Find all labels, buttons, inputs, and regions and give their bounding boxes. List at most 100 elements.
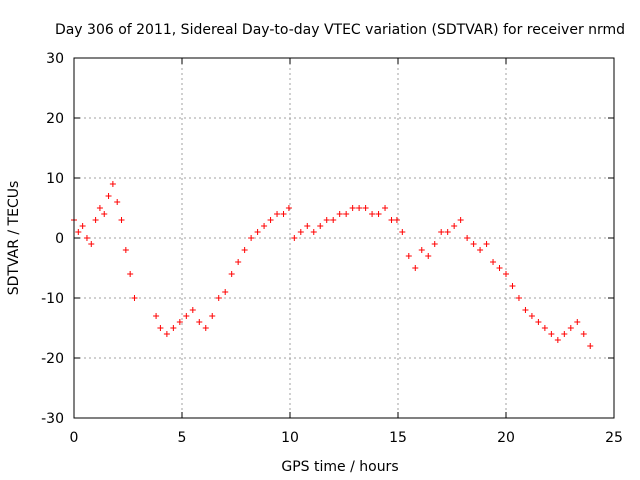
data-point (496, 265, 503, 271)
x-tick-label: 0 (70, 430, 79, 446)
data-point (248, 235, 255, 241)
y-tick-label: -20 (41, 351, 64, 367)
data-point (127, 271, 134, 277)
data-point (285, 205, 292, 211)
data-point (457, 217, 464, 223)
data-point (444, 229, 451, 235)
data-point (574, 319, 581, 325)
data-point (330, 217, 337, 223)
data-point (349, 205, 356, 211)
data-point (254, 229, 261, 235)
data-point (464, 235, 471, 241)
data-point (304, 223, 311, 229)
data-point (483, 241, 490, 247)
plot-frame (73, 57, 615, 419)
data-point (297, 229, 304, 235)
y-tick-label: -10 (41, 291, 64, 307)
data-point (541, 325, 548, 331)
data-point (375, 211, 382, 217)
data-point (291, 235, 298, 241)
x-tick-label: 15 (389, 430, 407, 446)
data-point (554, 337, 561, 343)
data-point (280, 211, 287, 217)
data-point (438, 229, 445, 235)
data-point (477, 247, 484, 253)
data-point (267, 217, 274, 223)
x-tick-label: 5 (178, 430, 187, 446)
y-tick-labels: -30 -20 -10 0 10 20 30 (41, 51, 64, 427)
chart-title: Day 306 of 2011, Sidereal Day-to-day VTE… (55, 22, 625, 38)
data-point (399, 229, 406, 235)
data-point (490, 259, 497, 265)
data-point (222, 289, 229, 295)
x-tick-labels: 0 5 10 15 20 25 (70, 430, 623, 446)
data-point (183, 313, 190, 319)
data-point (261, 223, 268, 229)
y-axis-label: SDTVAR / TECUs (6, 181, 22, 296)
data-point (356, 205, 363, 211)
data-point (176, 319, 183, 325)
data-point (587, 343, 594, 349)
data-point (310, 229, 317, 235)
data-point (405, 253, 412, 259)
data-point (189, 307, 196, 313)
data-point (274, 211, 281, 217)
data-point (131, 295, 138, 301)
data-point (528, 313, 535, 319)
data-point (451, 223, 458, 229)
y-tick-label: 20 (46, 111, 64, 127)
data-point (362, 205, 369, 211)
data-point (83, 235, 90, 241)
data-point (515, 295, 522, 301)
data-point (122, 247, 129, 253)
data-point (105, 193, 112, 199)
data-point (548, 331, 555, 337)
data-point (196, 319, 203, 325)
data-point (209, 313, 216, 319)
y-tick-label: -30 (41, 411, 64, 427)
x-tick-label: 20 (497, 430, 515, 446)
data-point (418, 247, 425, 253)
data-point (412, 265, 419, 271)
x-tick-label: 25 (605, 430, 623, 446)
grid-lines (74, 58, 614, 418)
y-tick-label: 0 (55, 231, 64, 247)
data-point (567, 325, 574, 331)
data-point (163, 331, 170, 337)
data-point (88, 241, 95, 247)
data-point (343, 211, 350, 217)
data-point (535, 319, 542, 325)
data-point (235, 259, 242, 265)
data-series-sdtvar (71, 181, 594, 349)
data-point (561, 331, 568, 337)
y-tick-label: 10 (46, 171, 64, 187)
y-tick-label: 30 (46, 51, 64, 67)
data-point (92, 217, 99, 223)
data-point (317, 223, 324, 229)
data-point (114, 199, 121, 205)
data-point (382, 205, 389, 211)
data-point (509, 283, 516, 289)
data-point (153, 313, 160, 319)
data-point (369, 211, 376, 217)
data-point (228, 271, 235, 277)
data-point (157, 325, 164, 331)
data-point (393, 217, 400, 223)
data-point (503, 271, 509, 277)
data-point (580, 331, 587, 337)
data-point (470, 241, 477, 247)
data-point (96, 205, 103, 211)
data-point (522, 307, 529, 313)
data-point (109, 181, 116, 187)
x-axis-label: GPS time / hours (281, 459, 398, 475)
data-point (336, 211, 343, 217)
data-point (425, 253, 432, 259)
data-point (101, 211, 108, 217)
data-point (118, 217, 125, 223)
data-point (170, 325, 177, 331)
data-point (79, 223, 86, 229)
data-point (202, 325, 209, 331)
data-point (388, 217, 395, 223)
